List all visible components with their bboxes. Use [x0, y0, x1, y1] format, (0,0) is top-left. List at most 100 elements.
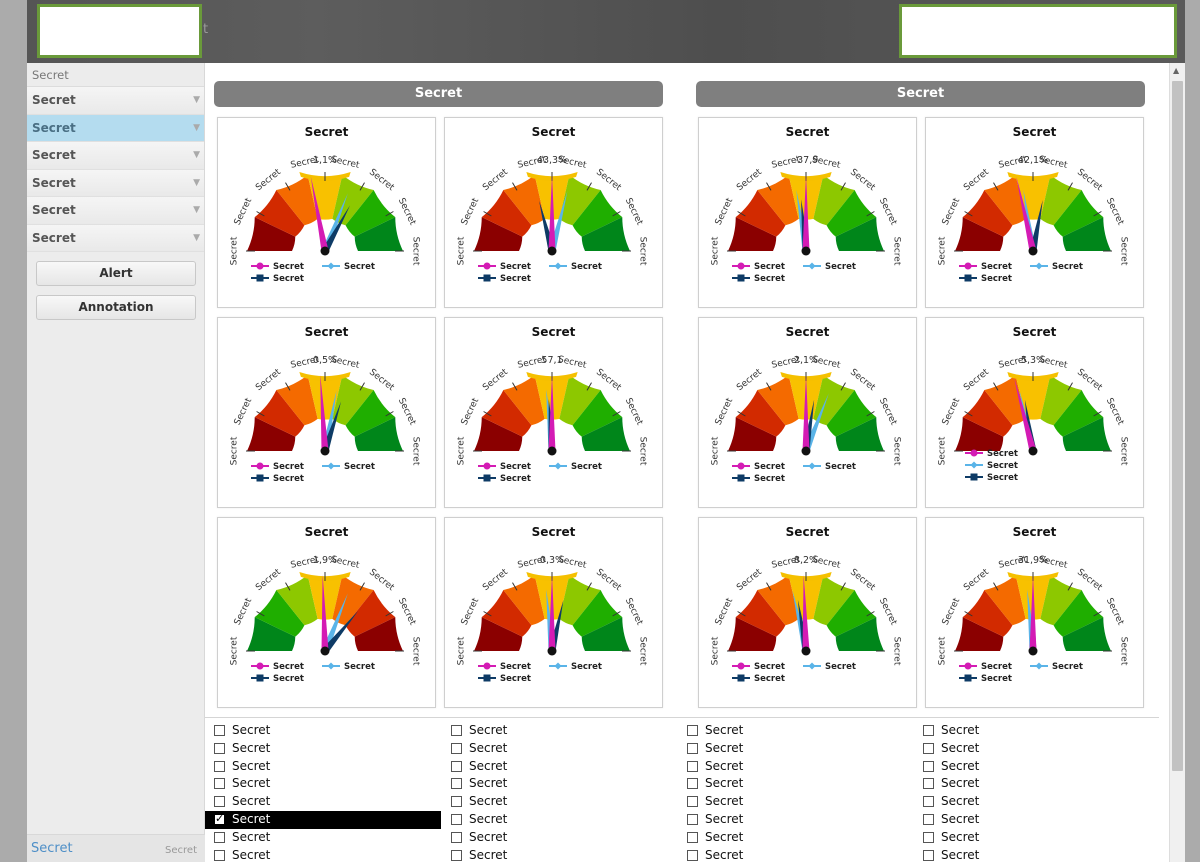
checkbox-row[interactable]: Secret: [442, 758, 678, 776]
annotation-button[interactable]: Annotation: [36, 295, 196, 320]
checkbox[interactable]: [451, 760, 462, 772]
checkbox-row[interactable]: Secret: [914, 722, 1150, 740]
gauge-card[interactable]: Secret Secret Secret Secret Secret Secret Secr…: [217, 117, 436, 308]
gauge-band: [984, 174, 1026, 226]
checkbox-row[interactable]: Secret: [205, 758, 441, 776]
checkbox-row[interactable]: Secret: [914, 793, 1150, 811]
checkbox-row[interactable]: Secret: [442, 740, 678, 758]
checkbox-row[interactable]: Secret: [678, 829, 914, 847]
checkbox-row[interactable]: Secret: [678, 722, 914, 740]
checkbox[interactable]: [214, 831, 225, 843]
gauge-chart: Secret Secret Secret Secret Secret Secret Secr…: [711, 355, 902, 484]
checkbox-row[interactable]: Secret: [914, 811, 1150, 829]
scrollbar-thumb[interactable]: [1172, 81, 1183, 771]
gauge-card[interactable]: Secret Secret Secret Secret Secret Secret Secr…: [217, 317, 436, 508]
checkbox-row[interactable]: Secret: [678, 811, 914, 829]
checkbox[interactable]: [451, 725, 462, 736]
checkbox[interactable]: [923, 813, 934, 825]
checkbox[interactable]: [923, 742, 934, 754]
legend-marker: [483, 274, 491, 282]
gauge-card[interactable]: Secret Secret Secret Secret Secret Secret Secr…: [698, 517, 917, 708]
checkbox-row[interactable]: Secret: [442, 793, 678, 811]
checkbox-row[interactable]: Secret: [442, 722, 678, 740]
checkbox[interactable]: [687, 760, 698, 772]
sidebar-item[interactable]: Secret ▼: [27, 114, 204, 142]
checkbox[interactable]: [923, 796, 934, 808]
checkbox[interactable]: [451, 742, 462, 754]
legend-marker: [737, 662, 745, 670]
sidebar-item[interactable]: Secret ▼: [27, 87, 204, 115]
checkbox-row[interactable]: Secret: [205, 740, 441, 758]
sidebar-item[interactable]: Secret ▼: [27, 197, 204, 225]
gauge-title: Secret: [304, 525, 349, 539]
checkbox-row[interactable]: Secret: [442, 847, 678, 862]
checkbox[interactable]: [451, 813, 462, 825]
checkbox[interactable]: [687, 778, 698, 790]
checkbox[interactable]: [687, 813, 698, 825]
checkbox[interactable]: [214, 778, 225, 790]
checkbox[interactable]: [687, 849, 698, 861]
gauge-scale-label: Secret: [711, 236, 721, 265]
gauge-card[interactable]: Secret Secret Secret Secret Secret Secret Secr…: [444, 317, 663, 508]
checkbox-row[interactable]: Secret: [205, 847, 441, 862]
sidebar-item[interactable]: Secret ▼: [27, 169, 204, 197]
gauge-band: [332, 574, 374, 626]
checkbox[interactable]: [214, 725, 225, 736]
checkbox-row[interactable]: Secret: [205, 775, 441, 793]
sidebar-footer-link[interactable]: Secret: [31, 841, 73, 856]
sidebar-item[interactable]: Secret ▼: [27, 224, 204, 252]
checkbox[interactable]: [214, 796, 225, 808]
checkbox[interactable]: [451, 796, 462, 808]
checkbox-row[interactable]: Secret: [442, 811, 678, 829]
checkbox-row[interactable]: Secret: [914, 740, 1150, 758]
checkbox[interactable]: [923, 831, 934, 843]
gauge-card[interactable]: Secret Secret Secret Secret Secret Secret Secr…: [217, 517, 436, 708]
checkbox[interactable]: [923, 760, 934, 772]
vertical-scrollbar[interactable]: ▲: [1169, 63, 1185, 862]
checkbox-row[interactable]: Secret: [205, 793, 441, 811]
sidebar-item[interactable]: Secret ▼: [27, 142, 204, 170]
checkbox-row[interactable]: Secret: [914, 847, 1150, 862]
checkbox-row[interactable]: Secret: [442, 775, 678, 793]
gauge-card[interactable]: Secret Secret Secret Secret Secret Secret Secr…: [444, 517, 663, 708]
alert-button[interactable]: Alert: [36, 261, 196, 286]
checkbox[interactable]: [923, 725, 934, 736]
scroll-up-icon[interactable]: ▲: [1173, 66, 1180, 75]
sidebar: Secret Secret ▼ Secret ▼ Secret ▼ Secret ▼ Secre…: [27, 63, 205, 862]
checkbox-row[interactable]: Secret: [678, 758, 914, 776]
checkbox-row[interactable]: Secret: [205, 722, 441, 740]
checkbox-row[interactable]: Secret: [205, 829, 441, 847]
checkbox[interactable]: [451, 778, 462, 790]
gauge-card[interactable]: Secret Secret Secret Secret Secret Secret Secr…: [698, 117, 917, 308]
checkbox-row[interactable]: Secret: [678, 740, 914, 758]
gauge-scale-label: Secret: [230, 436, 240, 465]
checkbox[interactable]: [451, 831, 462, 843]
checkbox[interactable]: [687, 796, 698, 808]
checkbox[interactable]: [214, 742, 225, 754]
gauge-card[interactable]: Secret Secret Secret Secret Secret Secret Secr…: [925, 117, 1144, 308]
gauge-scale-label: Secret: [481, 367, 510, 393]
gauge-card[interactable]: Secret Secret Secret Secret Secret Secret Secr…: [925, 317, 1144, 508]
checkbox-row[interactable]: Secret: [205, 810, 441, 829]
gauge-title: Secret: [785, 525, 830, 539]
checkbox[interactable]: [214, 812, 225, 825]
gauge-card[interactable]: Secret Secret Secret Secret Secret Secret Secr…: [925, 517, 1144, 708]
checkbox[interactable]: [687, 725, 698, 736]
chevron-down-icon: ▼: [193, 150, 200, 160]
checkbox[interactable]: [214, 849, 225, 861]
checkbox-row[interactable]: Secret: [678, 775, 914, 793]
checkbox-row[interactable]: Secret: [914, 829, 1150, 847]
gauge-card[interactable]: Secret Secret Secret Secret Secret Secret Secr…: [698, 317, 917, 508]
checkbox-row[interactable]: Secret: [442, 829, 678, 847]
checkbox-row[interactable]: Secret: [678, 793, 914, 811]
checkbox[interactable]: [451, 849, 462, 861]
checkbox-row[interactable]: Secret: [914, 775, 1150, 793]
checkbox[interactable]: [687, 831, 698, 843]
checkbox[interactable]: [687, 742, 698, 754]
checkbox-row[interactable]: Secret: [914, 758, 1150, 776]
checkbox[interactable]: [923, 778, 934, 790]
checkbox[interactable]: [923, 849, 934, 861]
checkbox[interactable]: [214, 760, 225, 772]
checkbox-row[interactable]: Secret: [678, 847, 914, 862]
gauge-card[interactable]: Secret Secret Secret Secret Secret Secret Secr…: [444, 117, 663, 308]
